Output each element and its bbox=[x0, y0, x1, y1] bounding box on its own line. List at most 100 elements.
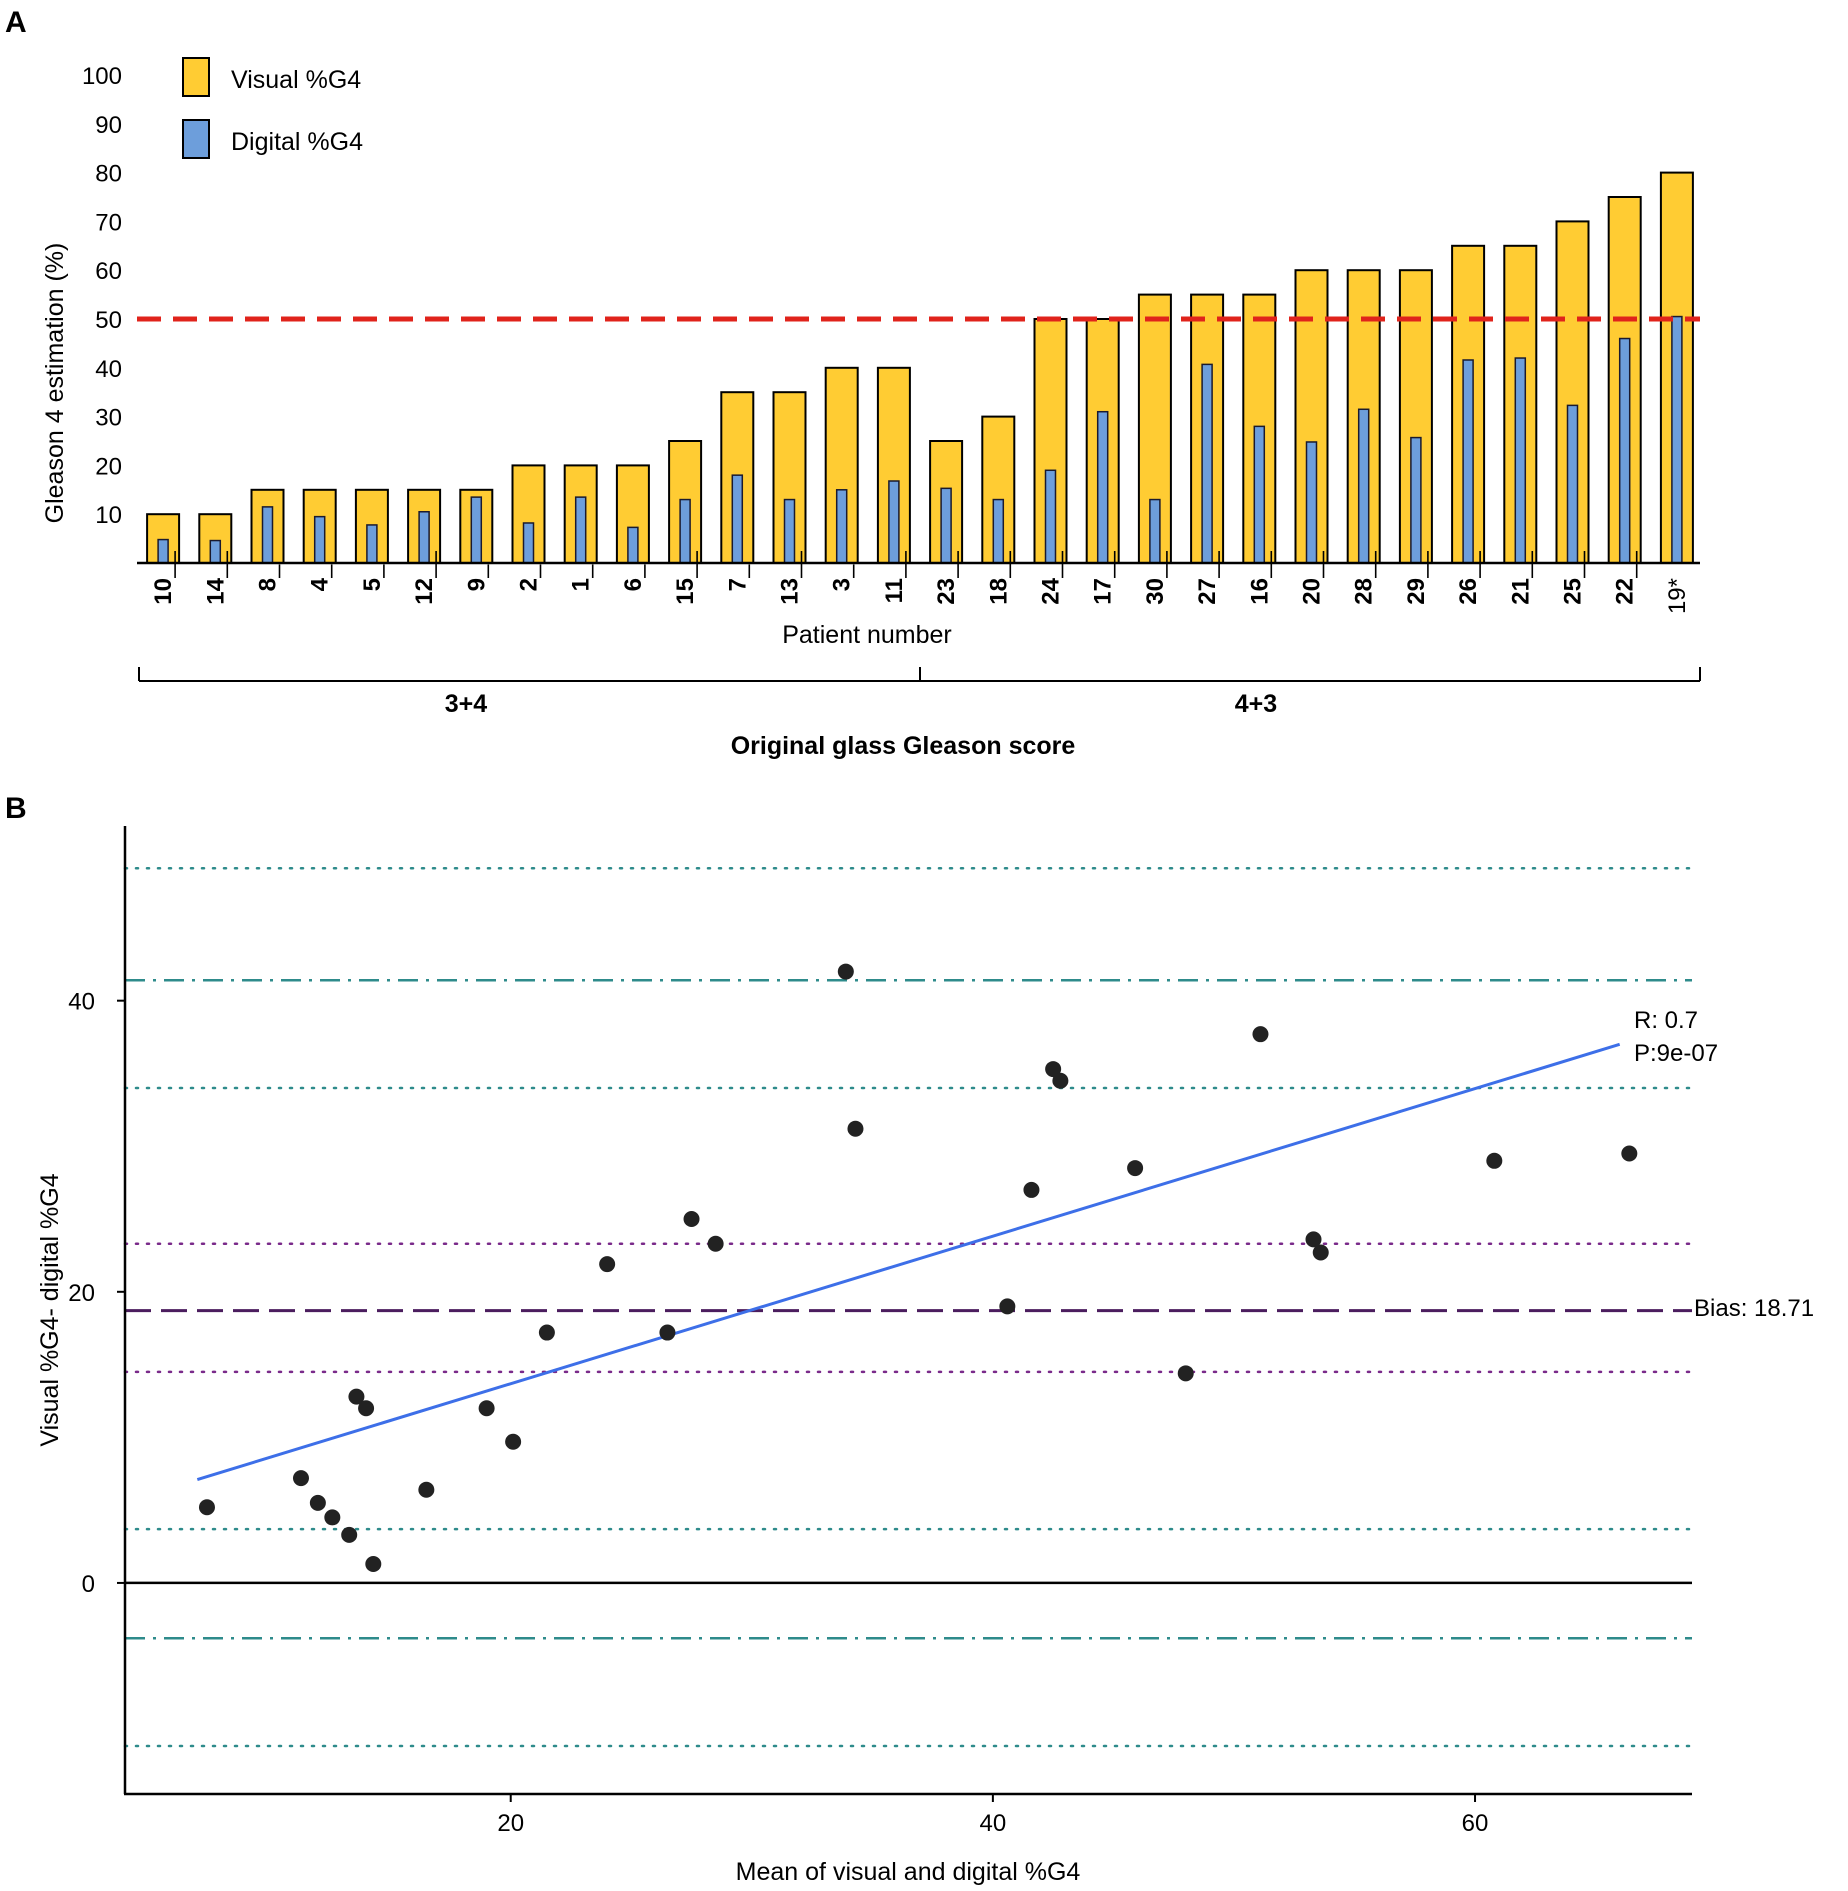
bar-digital bbox=[157, 538, 169, 564]
bar-digital bbox=[313, 515, 326, 564]
x-tick-label: 14 bbox=[202, 577, 229, 604]
y-tick-label: 10 bbox=[95, 502, 122, 529]
y-tick-label: 50 bbox=[95, 307, 122, 334]
x-tick-label: 60 bbox=[1462, 1810, 1489, 1837]
x-tick-label: 4 bbox=[307, 577, 334, 591]
data-point bbox=[538, 1324, 555, 1341]
bar-digital bbox=[1566, 404, 1579, 564]
score-group-bracket bbox=[138, 667, 1701, 682]
data-point bbox=[1023, 1181, 1040, 1198]
bar-digital bbox=[1149, 498, 1161, 564]
y-tick-label: 60 bbox=[95, 258, 122, 285]
data-point bbox=[707, 1235, 724, 1252]
bar-digital bbox=[1096, 410, 1109, 564]
bar-digital bbox=[888, 480, 900, 564]
x-tick-label: 10 bbox=[150, 578, 177, 605]
x-tick-label: 26 bbox=[1455, 578, 1482, 605]
bar-digital bbox=[1671, 315, 1683, 564]
x-tick-label: 13 bbox=[777, 578, 804, 605]
bar-digital bbox=[1514, 357, 1527, 564]
bar-digital bbox=[1462, 359, 1474, 564]
regression-p-label: P:9e-07 bbox=[1634, 1040, 1718, 1067]
bar-chart-bars bbox=[146, 171, 1694, 565]
x-tick-label: 40 bbox=[980, 1810, 1007, 1837]
data-point bbox=[1621, 1145, 1638, 1162]
data-point bbox=[837, 963, 854, 980]
data-point bbox=[478, 1400, 495, 1417]
bar-digital bbox=[1253, 425, 1266, 564]
x-tick-label: 3 bbox=[829, 578, 856, 591]
bar-chart-x-ticks: 10 14 8 4 5 12 9 2 1 6 15 7 13 3 11 23 18 24 17 30 27 16 20 28 2… bbox=[150, 551, 1691, 614]
bar-digital bbox=[366, 524, 378, 564]
x-tick-label: 17 bbox=[1090, 578, 1117, 605]
data-point bbox=[1305, 1231, 1322, 1248]
scatter-ticks: 20 40 60 0 20 40 bbox=[68, 989, 1488, 1837]
group-axis-title: Original glass Gleason score bbox=[731, 732, 1076, 760]
panel-b-label: B bbox=[5, 792, 27, 825]
x-tick-label: 27 bbox=[1194, 578, 1221, 605]
y-tick-label: 90 bbox=[95, 112, 122, 139]
y-tick-label: 20 bbox=[95, 453, 122, 480]
regression-r-label: R: 0.7 bbox=[1634, 1007, 1698, 1034]
data-point bbox=[847, 1120, 864, 1137]
data-point bbox=[1052, 1072, 1069, 1089]
legend-digital-label: Digital %G4 bbox=[231, 128, 363, 156]
bland-altman-plot: 20 40 60 0 20 40 R: 0.7 P:9e-07 Bias: 18.71 M… bbox=[36, 826, 1814, 1886]
y-tick-label: 20 bbox=[68, 1280, 95, 1307]
bar-digital bbox=[522, 522, 535, 564]
data-point bbox=[1312, 1244, 1329, 1261]
agreement-lines bbox=[123, 866, 1694, 1748]
legend-visual-label: Visual %G4 bbox=[231, 66, 361, 94]
bar-digital bbox=[1410, 436, 1422, 564]
bar-digital bbox=[1357, 408, 1370, 564]
data-point bbox=[1486, 1152, 1503, 1169]
y-tick-label: 40 bbox=[95, 356, 122, 383]
data-point bbox=[1045, 1061, 1062, 1078]
bar-chart-y-ticks: 10 20 30 40 50 60 70 80 90 100 bbox=[82, 63, 122, 529]
bar-digital bbox=[1201, 363, 1213, 564]
data-point bbox=[292, 1470, 309, 1487]
x-tick-label: 25 bbox=[1560, 578, 1587, 605]
x-tick-label: 5 bbox=[359, 578, 386, 591]
scatter-x-axis-title: Mean of visual and digital %G4 bbox=[736, 1858, 1081, 1886]
bar-digital bbox=[1618, 337, 1631, 564]
data-point bbox=[418, 1481, 435, 1498]
x-tick-label: 12 bbox=[411, 578, 438, 605]
x-tick-label: 8 bbox=[255, 578, 282, 591]
y-tick-label: 80 bbox=[95, 161, 122, 188]
bar-digital bbox=[574, 496, 587, 564]
x-tick-label: 1 bbox=[568, 578, 595, 591]
x-tick-label: 20 bbox=[497, 1810, 524, 1837]
x-tick-label: 30 bbox=[1142, 578, 1169, 605]
bar-digital bbox=[418, 511, 430, 564]
group-label-3plus4: 3+4 bbox=[445, 690, 488, 718]
data-point bbox=[309, 1494, 326, 1511]
bar-digital bbox=[209, 539, 222, 564]
bar-chart-legend: Visual %G4 Digital %G4 bbox=[182, 57, 363, 159]
bar-chart-y-axis-title: Gleason 4 estimation (%) bbox=[41, 243, 69, 524]
x-tick-label: 28 bbox=[1351, 578, 1378, 605]
x-tick-label: 18 bbox=[985, 578, 1012, 605]
x-tick-label: 23 bbox=[933, 578, 960, 605]
panel-a-label: A bbox=[5, 6, 27, 39]
x-tick-label: 7 bbox=[724, 578, 751, 591]
bar-digital bbox=[1305, 441, 1318, 564]
bar-digital bbox=[835, 489, 848, 564]
group-label-4plus3: 4+3 bbox=[1235, 690, 1277, 718]
data-point bbox=[599, 1256, 616, 1273]
x-tick-label: 9 bbox=[463, 578, 490, 591]
data-point bbox=[365, 1556, 382, 1573]
x-tick-label: 20 bbox=[1299, 578, 1326, 605]
scatter-y-axis-title: Visual %G4- digital %G4 bbox=[36, 1173, 64, 1446]
data-point bbox=[198, 1499, 215, 1516]
data-point bbox=[999, 1298, 1016, 1315]
data-point bbox=[341, 1526, 358, 1543]
bar-digital bbox=[627, 526, 639, 564]
bar-digital bbox=[731, 474, 744, 564]
data-point bbox=[659, 1324, 676, 1341]
x-tick-label: 16 bbox=[1246, 578, 1273, 605]
x-tick-label: 2 bbox=[516, 578, 543, 591]
x-tick-label: 11 bbox=[881, 578, 908, 603]
